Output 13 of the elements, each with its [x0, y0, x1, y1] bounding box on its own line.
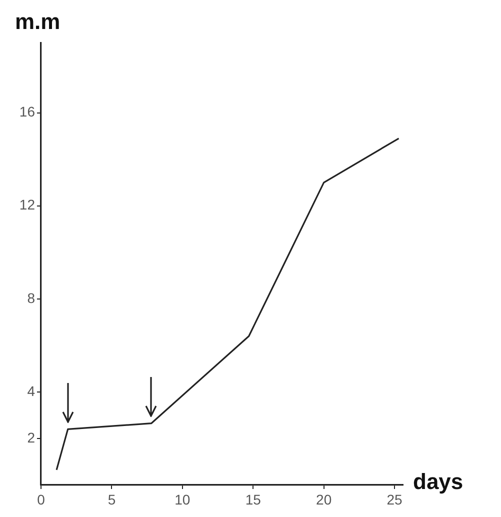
y-tick-label: 16: [19, 104, 36, 120]
x-axis-title: days: [413, 469, 464, 494]
x-tick-label: 25: [386, 491, 403, 508]
x-tick-label: 20: [316, 491, 332, 508]
y-tick-label: 8: [27, 290, 36, 306]
y-tick-label: 4: [27, 382, 36, 399]
x-tick-label: 5: [108, 491, 116, 508]
y-tick-label: 12: [19, 196, 36, 213]
x-tick-label: 15: [245, 491, 262, 508]
x-tick-label: 10: [174, 491, 190, 508]
x-tick-label: 0: [37, 491, 46, 508]
y-axis-title: m.m: [15, 9, 60, 34]
y-tick-label: 2: [27, 429, 36, 446]
